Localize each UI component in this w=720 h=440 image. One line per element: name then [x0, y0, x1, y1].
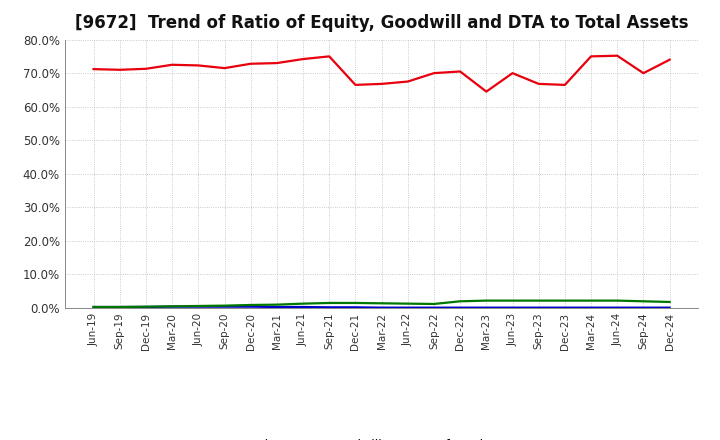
Line: Equity: Equity — [94, 56, 670, 92]
Goodwill — [534, 305, 543, 310]
Equity — [142, 66, 150, 71]
Equity — [665, 57, 674, 62]
Equity — [351, 82, 360, 88]
Equity — [273, 60, 282, 66]
Deferred Tax Assets — [142, 304, 150, 309]
Goodwill — [89, 304, 98, 310]
Deferred Tax Assets — [194, 303, 202, 308]
Equity — [508, 70, 517, 76]
Equity — [534, 81, 543, 87]
Equity — [220, 66, 229, 71]
Deferred Tax Assets — [482, 298, 490, 303]
Goodwill — [561, 305, 570, 310]
Goodwill — [142, 304, 150, 310]
Goodwill — [508, 305, 517, 310]
Deferred Tax Assets — [220, 303, 229, 308]
Equity — [456, 69, 464, 74]
Deferred Tax Assets — [561, 298, 570, 303]
Goodwill — [456, 305, 464, 310]
Deferred Tax Assets — [351, 301, 360, 306]
Equity — [168, 62, 176, 67]
Equity — [482, 89, 490, 94]
Goodwill — [482, 305, 490, 310]
Legend: Equity, Goodwill, Deferred Tax Assets: Equity, Goodwill, Deferred Tax Assets — [206, 434, 557, 440]
Equity — [639, 70, 648, 76]
Deferred Tax Assets — [613, 298, 621, 303]
Deferred Tax Assets — [508, 298, 517, 303]
Equity — [299, 56, 307, 62]
Goodwill — [639, 305, 648, 310]
Goodwill — [299, 304, 307, 310]
Deferred Tax Assets — [168, 304, 176, 309]
Goodwill — [168, 304, 176, 309]
Equity — [613, 53, 621, 59]
Goodwill — [351, 304, 360, 310]
Title: [9672]  Trend of Ratio of Equity, Goodwill and DTA to Total Assets: [9672] Trend of Ratio of Equity, Goodwil… — [75, 15, 688, 33]
Goodwill — [220, 304, 229, 309]
Equity — [89, 66, 98, 72]
Line: Deferred Tax Assets: Deferred Tax Assets — [94, 301, 670, 307]
Goodwill — [587, 305, 595, 310]
Equity — [377, 81, 386, 87]
Deferred Tax Assets — [89, 304, 98, 310]
Deferred Tax Assets — [587, 298, 595, 303]
Goodwill — [115, 304, 124, 310]
Goodwill — [194, 304, 202, 309]
Equity — [194, 63, 202, 68]
Equity — [403, 79, 412, 84]
Goodwill — [325, 304, 333, 310]
Deferred Tax Assets — [430, 301, 438, 307]
Goodwill — [430, 305, 438, 310]
Deferred Tax Assets — [377, 301, 386, 306]
Line: Goodwill: Goodwill — [94, 307, 670, 308]
Deferred Tax Assets — [639, 299, 648, 304]
Equity — [430, 70, 438, 76]
Equity — [325, 54, 333, 59]
Goodwill — [246, 304, 255, 309]
Deferred Tax Assets — [246, 302, 255, 308]
Equity — [561, 82, 570, 88]
Goodwill — [665, 305, 674, 310]
Goodwill — [377, 305, 386, 310]
Deferred Tax Assets — [403, 301, 412, 306]
Deferred Tax Assets — [273, 302, 282, 307]
Equity — [115, 67, 124, 73]
Goodwill — [403, 305, 412, 310]
Deferred Tax Assets — [299, 301, 307, 306]
Deferred Tax Assets — [325, 301, 333, 306]
Deferred Tax Assets — [456, 299, 464, 304]
Goodwill — [273, 304, 282, 310]
Equity — [587, 54, 595, 59]
Deferred Tax Assets — [115, 304, 124, 310]
Equity — [246, 61, 255, 66]
Goodwill — [613, 305, 621, 310]
Deferred Tax Assets — [665, 299, 674, 304]
Deferred Tax Assets — [534, 298, 543, 303]
